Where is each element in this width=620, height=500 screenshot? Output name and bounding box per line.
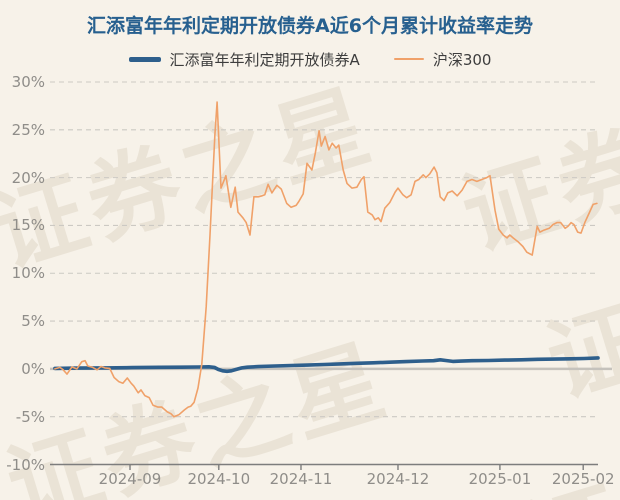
x-axis-label: 2025-01 [468,470,532,488]
page-title: 汇添富年年利定期开放债券A近6个月累计收益率走势 [87,15,533,37]
y-axis-label: -10% [6,455,45,474]
x-axis-label: 2025-02 [551,470,615,488]
legend-item-csi300[interactable]: 沪深300 [393,49,492,70]
fund-line-series [53,356,600,374]
y-axis-label: 15% [11,216,45,235]
legend-label-fund: 汇添富年年利定期开放债券A [169,50,360,69]
x-axis-label: 2024-09 [98,470,162,488]
x-axis-label: 2024-10 [187,470,251,488]
x-axis-label: 2024-12 [366,470,430,488]
y-axis-label: 25% [11,120,45,139]
fund-line-swatch-icon [128,56,161,62]
y-axis-label: -5% [15,407,45,426]
csi300-line-series [54,101,598,418]
y-axis-label: 30% [11,73,45,91]
legend-label-csi300: 沪深300 [432,50,492,69]
x-axis-label: 2024-11 [269,470,333,488]
legend: 汇添富年年利定期开放债券A 沪深300 [0,48,620,70]
y-axis-label: 5% [21,312,45,331]
y-axis-label: 10% [11,264,45,283]
legend-item-fund[interactable]: 汇添富年年利定期开放债券A [128,49,360,70]
csi300-line-swatch-icon [393,58,424,60]
y-axis-label: 0% [21,359,45,378]
y-axis-label: 20% [11,168,45,187]
